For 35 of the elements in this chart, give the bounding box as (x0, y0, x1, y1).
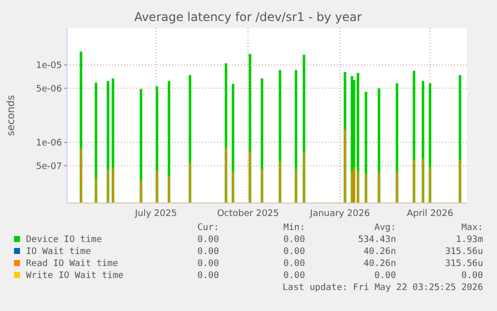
text: 40.26n (363, 247, 396, 257)
text: 0.00 (197, 271, 219, 281)
text: Last update: Fri May 22 03:25:25 2026 (282, 283, 483, 293)
text: Min: (283, 223, 305, 233)
text: 0.00 (197, 259, 219, 269)
x-tick-label: October 2025 (217, 209, 279, 219)
text: 0.00 (461, 271, 483, 281)
text: Cur: (197, 223, 219, 233)
y-tick-label: 5e-06 (36, 84, 62, 94)
text: 315.56u (445, 259, 483, 269)
legend-label: Write IO Wait time (26, 271, 124, 281)
text: 0.00 (283, 271, 305, 281)
legend-label: IO Wait time (26, 247, 92, 257)
legend-label: Device IO time (26, 235, 102, 245)
y-tick-label: 1e-05 (36, 61, 62, 72)
text: 0.00 (283, 235, 305, 245)
text: 1.93m (456, 235, 483, 245)
x-tick-label: April 2026 (406, 209, 454, 219)
text: 315.56u (445, 247, 483, 257)
text: 0.00 (374, 271, 396, 281)
text: Max: (461, 223, 483, 233)
text: 0.00 (283, 259, 305, 269)
y-tick-label: 5e-07 (36, 162, 62, 172)
x-tick-label: July 2025 (134, 209, 177, 219)
legend-label: Read IO Wait time (26, 259, 118, 269)
text: 0.00 (197, 247, 219, 257)
y-axis-title: seconds (6, 95, 17, 136)
x-tick-label: January 2026 (309, 209, 370, 219)
text: 40.26n (363, 259, 396, 269)
text: 534.43n (358, 235, 396, 245)
text: 0.00 (197, 235, 219, 245)
y-tick-label: 1e-06 (36, 138, 62, 149)
text: 0.00 (283, 247, 305, 257)
chart-title: Average latency for /dev/sr1 - by year (134, 10, 362, 24)
text: Avg: (374, 223, 396, 233)
